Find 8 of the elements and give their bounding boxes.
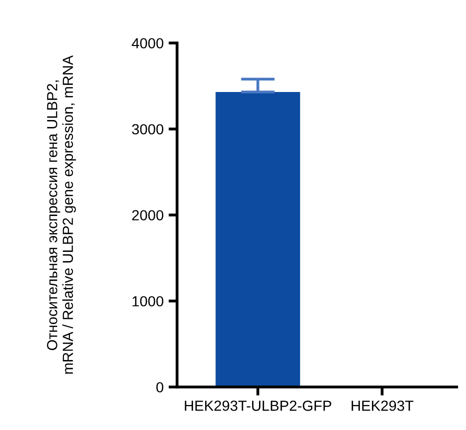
x-tick-label: HEK293T-ULBP2-GFP — [184, 400, 332, 411]
y-axis-title: Относительная экспрессия гена ULBP2, mRNA / Relative ULBP2 gene expression, mRNA — [46, 55, 76, 374]
y-tick-label: 0 — [156, 382, 164, 392]
y-tick-label: 4000 — [132, 38, 164, 48]
y-tick-label: 1000 — [132, 296, 164, 306]
y-tick-label: 3000 — [132, 124, 164, 134]
y-tick-label: 2000 — [132, 210, 164, 220]
x-tick-label: HEK293T — [352, 400, 414, 411]
